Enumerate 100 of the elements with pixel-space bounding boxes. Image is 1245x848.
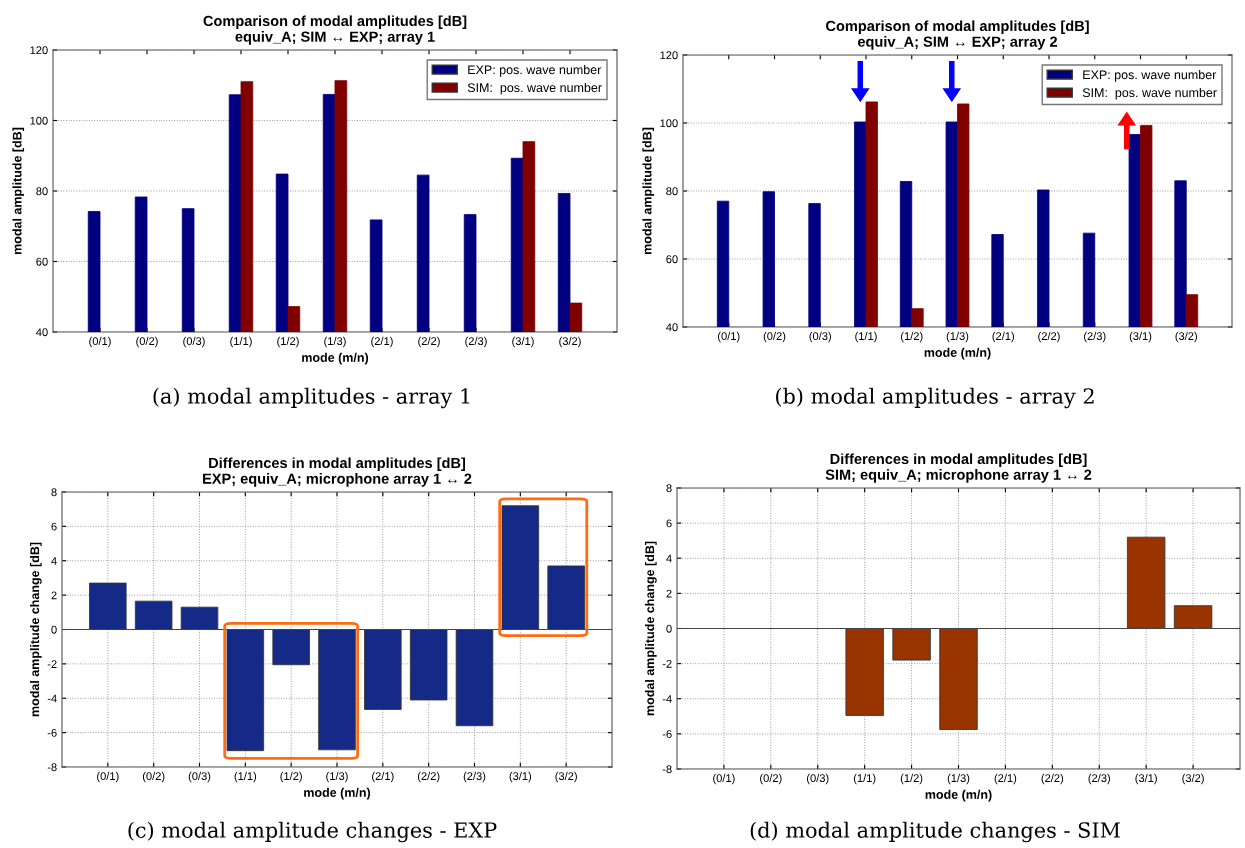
x-tick-label: (1/1) bbox=[855, 331, 877, 343]
legend-label: EXP: pos. wave number bbox=[468, 65, 602, 77]
y-tick-label: 120 bbox=[30, 46, 48, 55]
bar bbox=[89, 582, 127, 630]
x-tick-label: (2/3) bbox=[1084, 331, 1106, 343]
chart-title: Differences in modal amplitudes [dB] SIM; equiv_A; microphone array 1 ↔ 2 bbox=[825, 453, 1092, 483]
y-tick-label: 80 bbox=[36, 187, 48, 196]
y-tick-label: 0 bbox=[666, 624, 672, 633]
bar bbox=[547, 565, 585, 630]
y-axis-title: modal amplitude change [dB] bbox=[645, 541, 657, 716]
x-tick-label: (2/2) bbox=[418, 336, 440, 348]
legend-label: SIM: pos. wave number bbox=[467, 82, 602, 95]
y-tick-label: 60 bbox=[36, 257, 48, 266]
y-tick-label: 0 bbox=[51, 625, 57, 634]
x-tick-label: (2/1) bbox=[992, 331, 1014, 343]
x-tick-label: (0/1) bbox=[718, 331, 740, 343]
legend-label: SIM: pos. wave number bbox=[1082, 87, 1217, 100]
x-tick-label: (0/2) bbox=[763, 331, 786, 343]
x-tick-label: (0/1) bbox=[97, 771, 119, 783]
y-tick-label: 8 bbox=[666, 484, 672, 493]
bar bbox=[409, 629, 448, 701]
x-tick-label: (2/2) bbox=[1038, 331, 1060, 343]
x-tick-label: (2/1) bbox=[994, 773, 1017, 785]
x-tick-label: (3/2) bbox=[1182, 773, 1204, 785]
y-tick-label: -6 bbox=[47, 728, 57, 737]
text: (b) modal amplitudes - array 2 bbox=[776, 387, 1094, 409]
x-tick-label: (2/3) bbox=[1088, 773, 1110, 785]
y-tick-label: 80 bbox=[666, 187, 678, 196]
x-tick-label: (2/2) bbox=[417, 771, 440, 783]
bar bbox=[134, 600, 173, 630]
x-axis-title: mode (m/n) bbox=[925, 789, 992, 802]
chart-title: Differences in modal amplitudes [dB] EXP; equiv_A; microphone array 1 ↔ 2 bbox=[203, 457, 472, 487]
x-tick-label: (3/2) bbox=[559, 336, 581, 348]
chart-title: Comparison of modal amplitudes [dB] equiv_A; SIM ↔ EXP; array 2 bbox=[826, 20, 1089, 50]
x-tick-label: (1/1) bbox=[234, 771, 257, 783]
chart-title: Comparison of modal amplitudes [dB] equiv_A; SIM ↔ EXP; array 1 bbox=[203, 15, 467, 45]
y-tick-label: 100 bbox=[660, 119, 678, 128]
legend-label: EXP: pos. wave number bbox=[1083, 70, 1217, 82]
y-tick-label: 40 bbox=[36, 328, 48, 337]
y-tick-label: 4 bbox=[666, 554, 672, 563]
bar bbox=[939, 628, 978, 730]
x-tick-label: (1/1) bbox=[230, 336, 252, 348]
y-tick-label: 6 bbox=[51, 522, 57, 531]
y-tick-label: 120 bbox=[660, 51, 678, 60]
bar bbox=[501, 505, 540, 630]
x-axis-title: mode (m/n) bbox=[304, 787, 371, 800]
bar bbox=[364, 629, 402, 710]
bar bbox=[892, 628, 931, 661]
y-tick-label: -2 bbox=[47, 660, 57, 668]
y-tick-label: -2 bbox=[662, 659, 672, 668]
text: (d) modal amplitude changes - SIM bbox=[750, 821, 1120, 843]
bar bbox=[845, 628, 884, 716]
y-tick-label: -6 bbox=[662, 730, 672, 739]
text: (a) modal amplitudes - array 1 bbox=[153, 387, 470, 409]
x-tick-label: (3/1) bbox=[1135, 773, 1157, 785]
x-tick-label: (0/2) bbox=[142, 771, 165, 783]
x-tick-label: (2/1) bbox=[371, 336, 393, 348]
y-tick-label: 8 bbox=[51, 488, 57, 497]
y-axis-title: modal amplitude [dB] bbox=[642, 127, 655, 255]
y-axis-title: modal amplitude change [dB] bbox=[30, 542, 42, 717]
x-tick-label: (0/3) bbox=[183, 336, 205, 348]
x-tick-label: (1/3) bbox=[326, 771, 348, 783]
y-tick-label: 60 bbox=[666, 255, 678, 264]
x-tick-label: (3/2) bbox=[555, 771, 577, 783]
x-tick-label: (1/3) bbox=[947, 773, 970, 785]
y-tick-label: 100 bbox=[30, 116, 48, 125]
y-tick-label: 40 bbox=[666, 323, 678, 332]
y-axis-title: modal amplitude [dB] bbox=[12, 127, 25, 255]
bar bbox=[272, 629, 310, 666]
y-tick-label: -8 bbox=[47, 763, 57, 772]
y-tick-label: 4 bbox=[51, 557, 57, 565]
x-tick-label: (0/3) bbox=[188, 771, 211, 783]
x-tick-label: (2/2) bbox=[1041, 773, 1064, 785]
x-tick-label: (1/2) bbox=[277, 336, 299, 348]
bar bbox=[318, 629, 356, 751]
bar bbox=[1126, 536, 1166, 629]
x-tick-label: (3/2) bbox=[1175, 331, 1197, 343]
bar bbox=[180, 606, 219, 630]
bar bbox=[455, 629, 494, 727]
x-tick-label: (0/1) bbox=[713, 773, 735, 785]
x-tick-label: (3/1) bbox=[512, 336, 534, 348]
x-tick-label: (1/1) bbox=[853, 773, 876, 785]
text: (c) modal amplitude changes - EXP bbox=[128, 821, 497, 843]
y-tick-label: -8 bbox=[662, 765, 672, 774]
x-tick-label: (1/3) bbox=[324, 336, 346, 348]
x-tick-label: (3/1) bbox=[1129, 331, 1152, 343]
x-tick-label: (1/2) bbox=[901, 331, 923, 343]
y-tick-label: 2 bbox=[666, 589, 672, 598]
x-tick-label: (0/3) bbox=[807, 773, 829, 785]
x-axis-title: mode (m/n) bbox=[302, 352, 369, 365]
x-tick-label: (2/3) bbox=[465, 336, 487, 348]
y-tick-label: -4 bbox=[47, 694, 57, 703]
x-tick-label: (2/1) bbox=[372, 771, 394, 783]
x-axis-title: mode (m/n) bbox=[924, 347, 991, 360]
x-tick-label: (0/1) bbox=[89, 336, 111, 348]
x-tick-label: (1/2) bbox=[280, 771, 302, 783]
x-tick-label: (1/2) bbox=[900, 773, 923, 785]
x-tick-label: (0/3) bbox=[809, 331, 831, 343]
y-tick-label: -4 bbox=[662, 695, 672, 703]
y-tick-label: 2 bbox=[51, 591, 57, 600]
